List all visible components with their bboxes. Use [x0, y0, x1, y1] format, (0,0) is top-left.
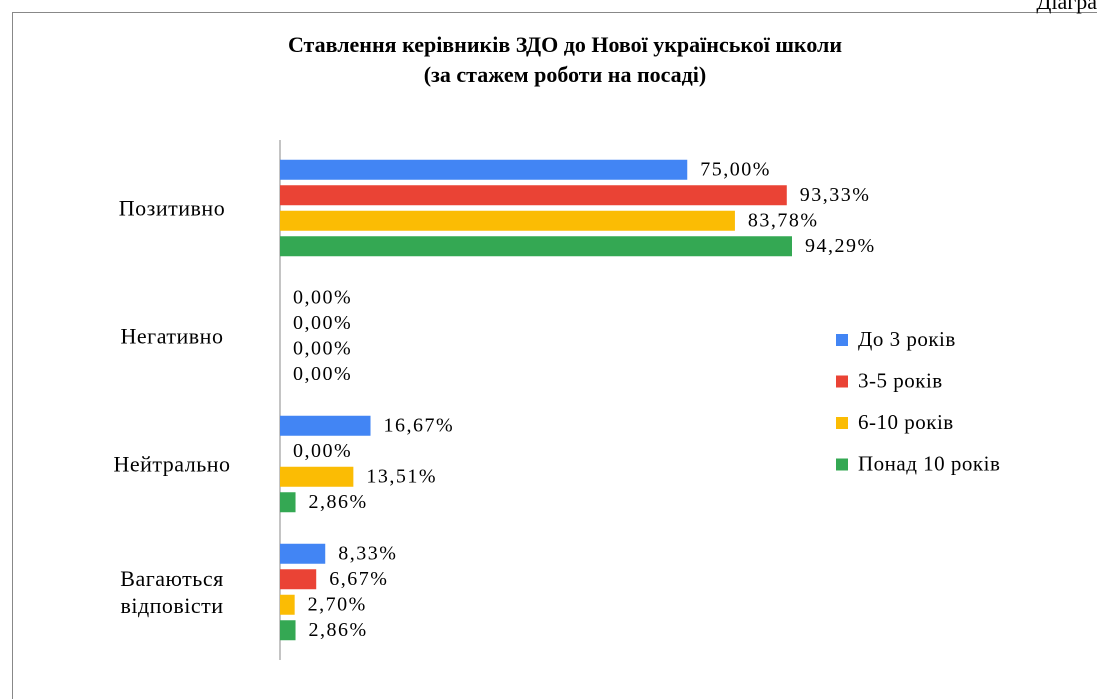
value-label: 94,29%	[805, 235, 876, 257]
value-label: 2,70%	[308, 593, 367, 615]
bar	[280, 185, 787, 206]
value-label: 8,33%	[338, 542, 397, 564]
bar	[280, 620, 296, 641]
value-label: 13,51%	[366, 465, 437, 487]
value-label: 0,00%	[293, 337, 352, 359]
legend-label: До 3 років	[858, 327, 956, 351]
value-label: 83,78%	[748, 209, 819, 231]
chart-subtitle: (за стажем роботи на посаді)	[424, 62, 707, 87]
bar	[280, 415, 371, 436]
category-label: Позитивно	[118, 195, 226, 221]
value-label: 0,00%	[293, 440, 352, 462]
bar	[280, 594, 295, 615]
chart-title: Ставлення керівників ЗДО до Нової україн…	[288, 32, 842, 57]
value-label: 0,00%	[293, 363, 352, 385]
category-label: Нейтрально	[113, 451, 231, 477]
page-label: Діагра	[1036, 0, 1097, 14]
bar	[280, 210, 735, 231]
value-label: 16,67%	[384, 414, 455, 436]
legend-label: 3-5 років	[858, 368, 943, 392]
legend-label: Понад 10 років	[858, 451, 1000, 475]
value-label: 2,86%	[309, 619, 368, 641]
legend-label: 6-10 років	[858, 410, 954, 434]
bar	[280, 159, 688, 180]
value-label: 0,00%	[293, 286, 352, 308]
value-label: 0,00%	[293, 312, 352, 334]
value-label: 6,67%	[329, 568, 388, 590]
value-label: 75,00%	[700, 158, 771, 180]
legend-swatch	[836, 458, 848, 471]
legend-swatch	[836, 417, 848, 429]
category-label: Негативно	[120, 323, 224, 349]
legend-swatch	[836, 375, 848, 388]
legend-swatch	[836, 334, 848, 346]
bar	[280, 492, 296, 513]
value-label: 93,33%	[800, 184, 871, 206]
value-label: 2,86%	[309, 491, 368, 513]
bar	[280, 236, 792, 257]
category-label: Вагаються відповісти	[120, 566, 224, 618]
bar	[280, 543, 326, 564]
bar	[280, 466, 354, 487]
chart-border	[12, 12, 1097, 699]
bar	[280, 569, 317, 590]
